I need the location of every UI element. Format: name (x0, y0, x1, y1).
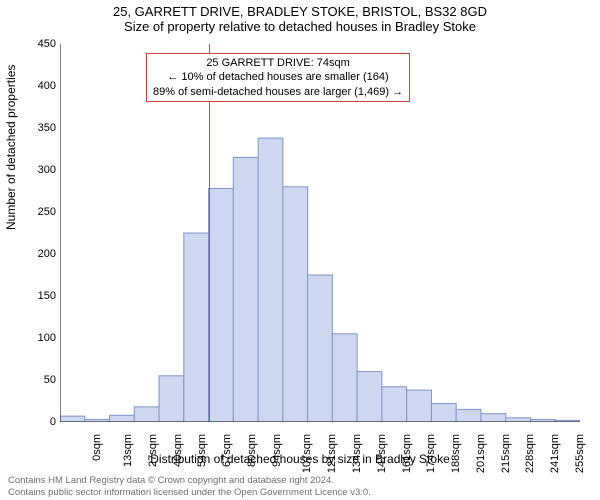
histogram-bar (506, 418, 531, 422)
histogram-bar (431, 404, 456, 422)
y-tick-label: 350 (26, 122, 56, 134)
histogram-bar (184, 233, 209, 422)
y-tick-label: 150 (26, 290, 56, 302)
histogram-bar (308, 275, 333, 422)
page-subtitle: Size of property relative to detached ho… (0, 19, 600, 34)
histogram-bar (481, 414, 506, 422)
y-tick-label: 50 (26, 374, 56, 386)
footer-credits: Contains HM Land Registry data © Crown c… (8, 475, 371, 498)
y-tick-label: 250 (26, 206, 56, 218)
annotation-line: ← 10% of detached houses are smaller (16… (153, 70, 403, 84)
footer-line2: Contains public sector information licen… (8, 487, 371, 498)
histogram-bar (357, 372, 382, 422)
histogram-bar (209, 188, 234, 422)
histogram-bar (60, 416, 85, 422)
y-tick-label: 450 (26, 38, 56, 50)
y-axis-label: Number of detached properties (4, 65, 18, 230)
histogram-bar (382, 387, 407, 422)
y-tick-label: 0 (26, 416, 56, 428)
y-tick-label: 100 (26, 332, 56, 344)
histogram-bar (258, 138, 283, 422)
annotation-line: 89% of semi-detached houses are larger (… (153, 85, 403, 99)
annotation-line: 25 GARRETT DRIVE: 74sqm (153, 56, 403, 70)
histogram-bar (159, 376, 184, 422)
histogram-bar (233, 157, 258, 422)
x-axis-label: Distribution of detached houses by size … (0, 452, 600, 466)
page-title: 25, GARRETT DRIVE, BRADLEY STOKE, BRISTO… (0, 4, 600, 19)
annotation-box: 25 GARRETT DRIVE: 74sqm← 10% of detached… (146, 53, 410, 102)
histogram-bar (456, 409, 481, 422)
chart-area: 25 GARRETT DRIVE: 74sqm← 10% of detached… (60, 44, 580, 422)
y-tick-label: 300 (26, 164, 56, 176)
histogram-bar (283, 187, 308, 422)
footer-line1: Contains HM Land Registry data © Crown c… (8, 475, 371, 486)
y-tick-label: 400 (26, 80, 56, 92)
histogram-bar (110, 415, 135, 422)
histogram-bar (407, 390, 432, 422)
y-tick-label: 200 (26, 248, 56, 260)
histogram-bar (134, 407, 159, 422)
histogram-bar (332, 334, 357, 422)
